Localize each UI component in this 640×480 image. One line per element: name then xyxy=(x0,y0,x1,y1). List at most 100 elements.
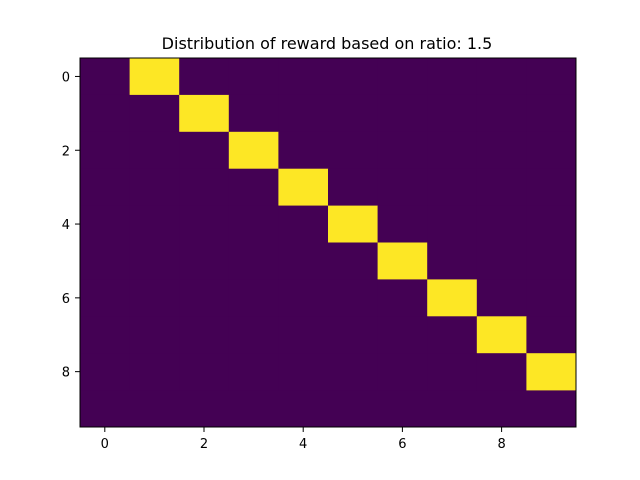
heatmap-cell-r0-c9 xyxy=(526,58,577,96)
heatmap-cell-r2-c2 xyxy=(179,131,230,169)
heatmap-cell-r4-c6 xyxy=(377,205,428,243)
heatmap-cell-r8-c6 xyxy=(377,353,428,391)
plot-frame xyxy=(79,57,577,428)
heatmap-cell-r0-c7 xyxy=(427,58,478,96)
heatmap-cell-r5-c7 xyxy=(427,242,478,280)
heatmap-cell-r6-c6 xyxy=(377,279,428,317)
heatmap-cell-r1-c8 xyxy=(476,94,527,133)
heatmap-cell-r8-c1 xyxy=(129,353,180,391)
heatmap-cell-r1-c1 xyxy=(129,94,180,133)
heatmap-cell-r6-c9 xyxy=(526,279,577,317)
x-tick-label: 0 xyxy=(101,437,109,452)
heatmap-cell-r3-c9 xyxy=(526,168,577,206)
heatmap-cell-r5-c4 xyxy=(278,242,329,280)
heatmap-cell-r4-c4 xyxy=(278,205,329,243)
heatmap-cell-r4-c8 xyxy=(476,205,527,243)
x-tick-label: 6 xyxy=(398,437,406,452)
heatmap-cell-r7-c8 xyxy=(476,316,527,354)
heatmap-cell-r0-c1 xyxy=(129,58,180,96)
heatmap-cell-r8-c3 xyxy=(228,353,279,391)
heatmap-cell-r5-c9 xyxy=(526,242,577,280)
heatmap-cell-r5-c3 xyxy=(228,242,279,280)
heatmap-cell-r1-c2 xyxy=(179,94,230,133)
heatmap-cell-r3-c4 xyxy=(278,168,329,206)
heatmap-cell-r6-c4 xyxy=(278,279,329,317)
heatmap-cell-r0-c2 xyxy=(179,58,230,96)
heatmap-cell-r5-c8 xyxy=(476,242,527,280)
heatmap-cell-r3-c2 xyxy=(179,168,230,206)
heatmap-cell-r5-c2 xyxy=(179,242,230,280)
heatmap-cell-r4-c0 xyxy=(80,205,130,243)
x-tick-label: 2 xyxy=(200,437,208,452)
heatmap-cells xyxy=(80,58,577,427)
heatmap-cell-r0-c4 xyxy=(278,58,329,96)
heatmap-cell-r6-c0 xyxy=(80,279,130,317)
y-tick-label: 2 xyxy=(62,144,70,159)
heatmap-cell-r7-c0 xyxy=(80,316,130,354)
heatmap-cell-r8-c9 xyxy=(526,353,577,391)
heatmap-cell-r6-c2 xyxy=(179,279,230,317)
heatmap-cell-r4-c2 xyxy=(179,205,230,243)
heatmap-cell-r8-c0 xyxy=(80,353,130,391)
heatmap-cell-r2-c5 xyxy=(328,131,378,169)
heatmap-cell-r2-c1 xyxy=(129,131,180,169)
axes: 0 2 4 6 8 0 2 4 6 8 xyxy=(62,57,577,452)
heatmap-cell-r2-c7 xyxy=(427,131,478,169)
heatmap-cell-r4-c5 xyxy=(328,205,378,243)
heatmap-cell-r2-c6 xyxy=(377,131,428,169)
heatmap-cell-r1-c4 xyxy=(278,94,329,133)
heatmap-cell-r4-c7 xyxy=(427,205,478,243)
heatmap-cell-r2-c0 xyxy=(80,131,130,169)
heatmap-cell-r0-c5 xyxy=(328,58,378,96)
heatmap-cell-r1-c9 xyxy=(526,94,577,133)
heatmap-cell-r7-c1 xyxy=(129,316,180,354)
heatmap-cell-r0-c6 xyxy=(377,58,428,96)
heatmap-cell-r2-c8 xyxy=(476,131,527,169)
y-tick-label: 0 xyxy=(62,70,70,85)
heatmap-cell-r0-c3 xyxy=(228,58,279,96)
heatmap-cell-r2-c4 xyxy=(278,131,329,169)
heatmap-cell-r5-c6 xyxy=(377,242,428,280)
heatmap-cell-r5-c1 xyxy=(129,242,180,280)
heatmap-cell-r8-c5 xyxy=(328,353,378,391)
heatmap-cell-r6-c7 xyxy=(427,279,478,317)
heatmap-cell-r6-c3 xyxy=(228,279,279,317)
chart-title: Distribution of reward based on ratio: 1… xyxy=(162,34,493,53)
heatmap-cell-r7-c5 xyxy=(328,316,378,354)
heatmap-cell-r3-c1 xyxy=(129,168,180,206)
heatmap-cell-r6-c1 xyxy=(129,279,180,317)
heatmap-cell-r3-c5 xyxy=(328,168,378,206)
heatmap-cell-r1-c6 xyxy=(377,94,428,133)
heatmap-cell-r8-c2 xyxy=(179,353,230,391)
heatmap-cell-r0-c8 xyxy=(476,58,527,96)
heatmap-cell-r5-c5 xyxy=(328,242,378,280)
heatmap-cell-r4-c9 xyxy=(526,205,577,243)
heatmap-cell-r7-c4 xyxy=(278,316,329,354)
heatmap-cell-r7-c2 xyxy=(179,316,230,354)
heatmap-cell-r3-c0 xyxy=(80,168,130,206)
heatmap-cell-r8-c7 xyxy=(427,353,478,391)
heatmap-cell-r2-c9 xyxy=(526,131,577,169)
heatmap-cell-r7-c6 xyxy=(377,316,428,354)
heatmap-cell-r1-c0 xyxy=(80,94,130,133)
heatmap-cell-r7-c3 xyxy=(228,316,279,354)
heatmap-cell-r8-c8 xyxy=(476,353,527,391)
heatmap-cell-r3-c8 xyxy=(476,168,527,206)
heatmap-cell-r8-c4 xyxy=(278,353,329,391)
heatmap-cell-r2-c3 xyxy=(228,131,279,169)
heatmap-cell-r6-c8 xyxy=(476,279,527,317)
heatmap-cell-r3-c3 xyxy=(228,168,279,206)
heatmap-cell-r7-c9 xyxy=(526,316,577,354)
heatmap-cell-r1-c5 xyxy=(328,94,378,133)
y-tick-label: 8 xyxy=(62,366,70,381)
heatmap-cell-r7-c7 xyxy=(427,316,478,354)
y-tick-label: 4 xyxy=(62,218,70,233)
heatmap-cell-r3-c7 xyxy=(427,168,478,206)
heatmap-cell-r0-c0 xyxy=(80,58,130,96)
x-tick-label: 8 xyxy=(497,437,505,452)
heatmap-cell-r6-c5 xyxy=(328,279,378,317)
heatmap-cell-r3-c6 xyxy=(377,168,428,206)
heatmap-cell-r5-c0 xyxy=(80,242,130,280)
